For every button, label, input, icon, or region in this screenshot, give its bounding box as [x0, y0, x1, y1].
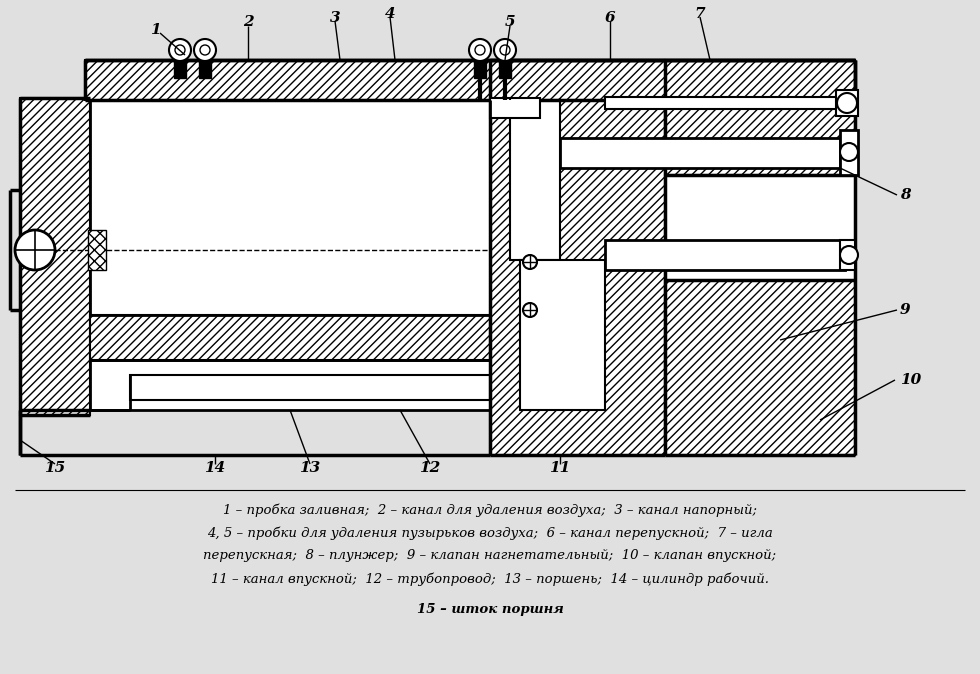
- Bar: [490, 60, 665, 455]
- Text: 1: 1: [150, 23, 161, 37]
- Text: 6: 6: [605, 11, 615, 25]
- Circle shape: [475, 45, 485, 55]
- Bar: [474, 60, 486, 78]
- Bar: [20, 98, 90, 415]
- Text: 3: 3: [329, 11, 340, 25]
- Text: 13: 13: [299, 461, 320, 475]
- Bar: [836, 90, 858, 116]
- Text: 12: 12: [419, 461, 441, 475]
- Text: 7: 7: [695, 7, 706, 21]
- Text: 15: 15: [44, 461, 66, 475]
- Bar: [665, 175, 855, 280]
- Text: 4, 5 – пробки для удаления пузырьков воздуха;  6 – канал перепускной;  7 – игла: 4, 5 – пробки для удаления пузырьков воз…: [207, 526, 773, 540]
- Text: 15 – шток поршня: 15 – шток поршня: [416, 603, 564, 617]
- Bar: [665, 60, 855, 175]
- Text: 11: 11: [550, 461, 570, 475]
- Text: 1 – пробка заливная;  2 – канал для удаления воздуха;  3 – канал напорный;: 1 – пробка заливная; 2 – канал для удале…: [223, 503, 757, 517]
- Circle shape: [840, 143, 858, 161]
- Bar: [88, 230, 106, 270]
- Bar: [605, 240, 845, 270]
- Circle shape: [469, 39, 491, 61]
- Bar: [665, 280, 855, 455]
- Circle shape: [15, 230, 55, 270]
- Bar: [199, 60, 211, 78]
- Circle shape: [169, 39, 191, 61]
- Text: 10: 10: [900, 373, 921, 387]
- Bar: [560, 138, 840, 168]
- Circle shape: [175, 45, 185, 55]
- Bar: [499, 60, 511, 78]
- Circle shape: [837, 93, 857, 113]
- Bar: [520, 260, 605, 410]
- Text: 2: 2: [243, 15, 253, 29]
- Bar: [510, 100, 560, 260]
- Circle shape: [494, 39, 516, 61]
- Text: 9: 9: [900, 303, 910, 317]
- Text: 5: 5: [505, 15, 515, 29]
- Circle shape: [200, 45, 210, 55]
- Bar: [605, 97, 840, 109]
- Bar: [174, 60, 186, 78]
- Bar: [840, 130, 858, 175]
- Text: перепускная;  8 – плунжер;  9 – клапан нагнетательный;  10 – клапан впускной;: перепускная; 8 – плунжер; 9 – клапан наг…: [204, 549, 776, 563]
- Circle shape: [840, 246, 858, 264]
- Text: 4: 4: [385, 7, 395, 21]
- Bar: [85, 60, 855, 100]
- Text: 11 – канал впускной;  12 – трубопровод;  13 – поршень;  14 – цилиндр рабочий.: 11 – канал впускной; 12 – трубопровод; 1…: [211, 572, 769, 586]
- Bar: [90, 315, 490, 360]
- Text: 8: 8: [900, 188, 910, 202]
- Circle shape: [194, 39, 216, 61]
- Bar: [90, 360, 490, 410]
- Text: 14: 14: [205, 461, 225, 475]
- Bar: [130, 375, 490, 400]
- Bar: [490, 98, 540, 118]
- Circle shape: [500, 45, 510, 55]
- Circle shape: [523, 255, 537, 269]
- Bar: [90, 100, 490, 315]
- Circle shape: [523, 303, 537, 317]
- Bar: [840, 240, 855, 270]
